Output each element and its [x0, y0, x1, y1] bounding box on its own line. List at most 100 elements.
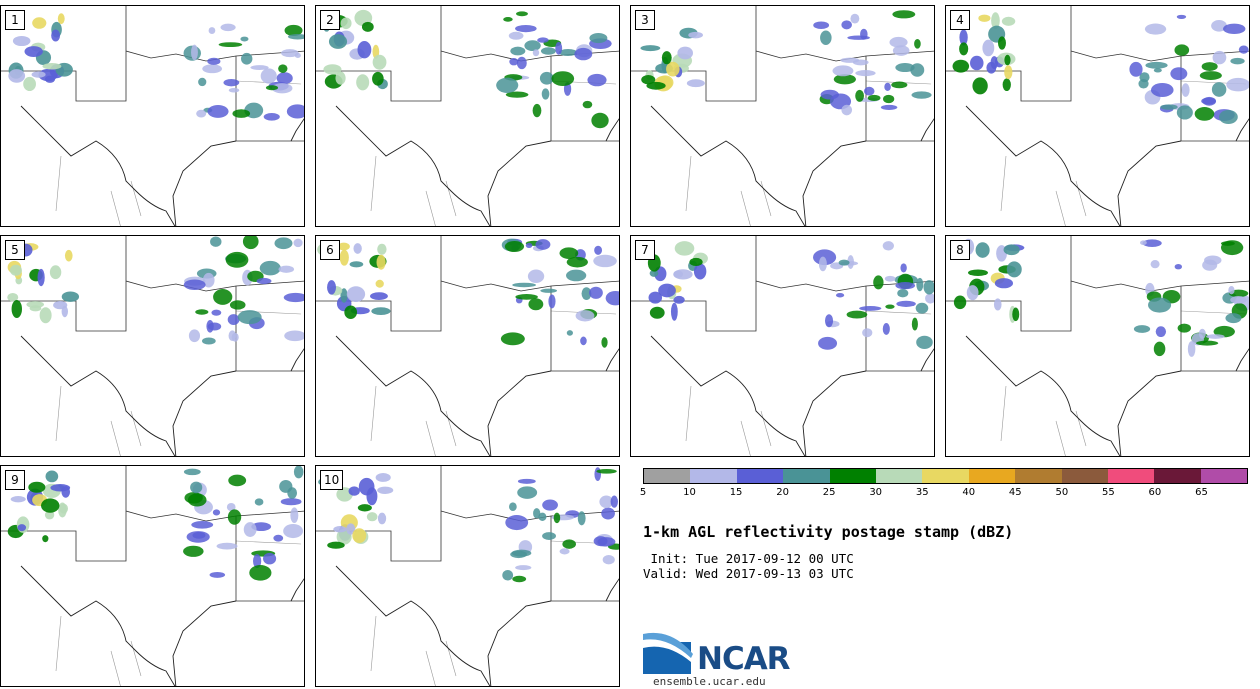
reflectivity-cell: [670, 302, 678, 321]
reflectivity-cell: [528, 298, 544, 311]
reflectivity-cell: [271, 83, 293, 94]
reflectivity-cell: [925, 293, 934, 304]
reflectivity-cell: [525, 242, 533, 249]
reflectivity-cell: [196, 109, 207, 118]
reflectivity-cell: [884, 82, 891, 91]
reflectivity-cell: [32, 17, 47, 29]
reflectivity-cell: [283, 523, 304, 539]
map-basemap: [316, 466, 619, 686]
reflectivity-cell: [1155, 326, 1167, 338]
reflectivity-cell: [57, 13, 65, 25]
reflectivity-cell: [183, 279, 206, 290]
colorbar-segment: [783, 469, 830, 483]
reflectivity-cell: [7, 293, 19, 302]
reflectivity-cell: [256, 277, 272, 285]
reflectivity-cell: [538, 512, 547, 521]
reflectivity-cell: [537, 37, 549, 43]
reflectivity-cell: [517, 478, 536, 484]
reflectivity-cell: [11, 300, 23, 318]
colorbar-tick-label: 10: [683, 487, 696, 498]
reflectivity-cell: [641, 74, 656, 85]
colorbar-tick-label: 50: [1055, 487, 1069, 498]
reflectivity-cell: [649, 269, 659, 277]
reflectivity-cell: [358, 477, 375, 496]
reflectivity-cell: [337, 242, 350, 251]
reflectivity-cell: [191, 44, 198, 61]
reflectivity-cell: [42, 63, 62, 70]
reflectivity-cell: [855, 89, 864, 102]
reflectivity-cell: [280, 498, 302, 506]
colorbar-segment: [875, 469, 923, 483]
reflectivity-cell: [1226, 77, 1249, 92]
reflectivity-cell: [813, 249, 837, 266]
reflectivity-cell: [824, 314, 834, 328]
reflectivity-cell: [835, 293, 845, 298]
reflectivity-cell: [1142, 239, 1162, 247]
reflectivity-cell: [49, 265, 62, 280]
map-basemap: [946, 6, 1249, 226]
reflectivity-cell: [183, 545, 204, 557]
reflectivity-cell: [515, 24, 537, 33]
reflectivity-cell: [366, 512, 378, 522]
reflectivity-cell: [833, 74, 856, 85]
reflectivity-cell: [596, 468, 617, 474]
map-basemap: [631, 6, 934, 226]
reflectivity-cell: [51, 29, 61, 42]
reflectivity-cell: [516, 56, 527, 70]
reflectivity-cell: [923, 280, 934, 295]
reflectivity-cell: [253, 554, 262, 569]
reflectivity-cell: [532, 103, 542, 118]
reflectivity-cell: [508, 31, 524, 40]
reflectivity-cell: [673, 295, 685, 304]
reflectivity-cell: [192, 531, 206, 539]
reflectivity-cell: [566, 256, 588, 268]
reflectivity-cell: [24, 46, 43, 57]
colorbar-tick-label: 60: [1148, 487, 1162, 498]
reflectivity-cell: [562, 539, 576, 549]
reflectivity-cell: [666, 61, 680, 77]
reflectivity-cell: [227, 509, 242, 525]
reflectivity-cell: [1219, 109, 1238, 125]
reflectivity-cell: [818, 256, 827, 272]
reflectivity-cell: [892, 45, 910, 56]
colorbar-tick-label: 35: [915, 487, 929, 498]
map-basemap: [1, 466, 304, 686]
reflectivity-cell: [1228, 286, 1235, 295]
member-label: 2: [320, 10, 340, 30]
map-basemap: [316, 6, 619, 226]
reflectivity-cell: [1181, 83, 1190, 97]
reflectivity-cell: [1199, 71, 1222, 80]
reflectivity-cell: [509, 502, 517, 511]
colorbar-tick-label: 25: [822, 487, 836, 498]
colorbar-segment: [1107, 469, 1155, 483]
reflectivity-cell: [9, 264, 22, 276]
reflectivity-cell: [283, 292, 304, 303]
reflectivity-cell: [512, 282, 536, 288]
reflectivity-cell: [1003, 244, 1020, 256]
stamp-panel-7: 7: [630, 235, 935, 457]
reflectivity-cell: [818, 336, 838, 350]
reflectivity-cell: [1176, 105, 1193, 120]
reflectivity-cell: [503, 17, 513, 22]
member-label: 3: [635, 10, 655, 30]
stamp-panel-8: 8: [945, 235, 1250, 457]
reflectivity-cell: [1174, 44, 1190, 56]
reflectivity-cell: [59, 503, 69, 514]
reflectivity-cell: [273, 534, 284, 542]
reflectivity-cell: [357, 504, 372, 512]
reflectivity-cell: [524, 40, 541, 52]
reflectivity-cell: [340, 288, 348, 303]
reflectivity-cell: [686, 79, 705, 88]
reflectivity-cell: [580, 336, 587, 346]
reflectivity-cell: [978, 14, 991, 22]
reflectivity-cell: [1150, 83, 1174, 97]
stamp-panel-2: 2: [315, 5, 620, 227]
stamp-panel-3: 3: [630, 5, 935, 227]
reflectivity-cell: [515, 565, 532, 571]
reflectivity-cell: [846, 310, 868, 319]
reflectivity-cell: [597, 537, 616, 547]
reflectivity-cell: [281, 49, 299, 58]
reflectivity-cell: [376, 254, 386, 270]
reflectivity-cell: [516, 11, 528, 17]
reflectivity-cell: [41, 498, 60, 513]
